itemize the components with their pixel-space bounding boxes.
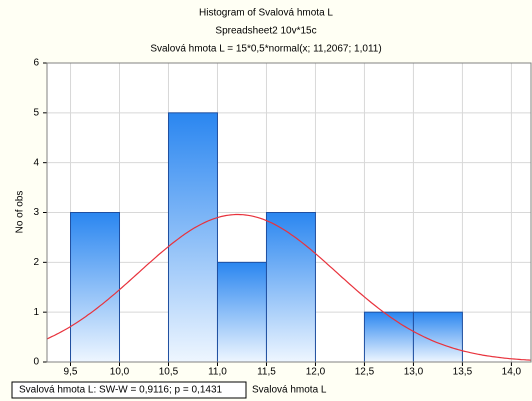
y-tick-label: 0 xyxy=(33,357,39,368)
plot-border xyxy=(46,62,532,363)
x-axis-label: Svalová hmota L xyxy=(252,385,327,396)
x-tick-label: 10,5 xyxy=(159,367,179,378)
x-tick-label: 12,5 xyxy=(355,367,375,378)
x-tick-label: 12,0 xyxy=(306,367,326,378)
y-tick-label: 5 xyxy=(33,107,39,118)
bar xyxy=(363,311,414,363)
x-tick-label: 10,0 xyxy=(110,367,130,378)
bar xyxy=(412,311,463,363)
chart-title: Histogram of Svalová hmota L xyxy=(199,8,333,19)
stats-box xyxy=(11,381,247,399)
y-tick-label: 3 xyxy=(33,207,39,218)
fit-curve xyxy=(46,213,532,361)
x-tick-label: 11,0 xyxy=(208,367,227,378)
y-tick-label: 6 xyxy=(33,58,39,69)
x-tick-label: 11,5 xyxy=(257,367,276,378)
bar xyxy=(265,212,316,363)
bar xyxy=(216,261,267,363)
formula: Svalová hmota L = 15*0,5*normal(x; 11,20… xyxy=(150,44,381,55)
bar xyxy=(167,112,218,363)
stats-text: Svalová hmota L: SW-W = 0,9116; p = 0,14… xyxy=(19,385,223,396)
y-axis-label: No of obs xyxy=(15,191,26,234)
x-tick-label: 13,0 xyxy=(404,367,424,378)
y-tick-label: 2 xyxy=(33,257,39,268)
y-tick-label: 1 xyxy=(33,307,39,318)
x-tick-label: 14,0 xyxy=(502,367,522,378)
x-tick-label: 13,5 xyxy=(453,367,473,378)
y-tick-label: 4 xyxy=(33,157,39,168)
chart-subtitle: Spreadsheet2 10v*15c xyxy=(215,26,316,37)
x-tick-label: 9,5 xyxy=(64,367,78,378)
bar xyxy=(70,212,121,363)
